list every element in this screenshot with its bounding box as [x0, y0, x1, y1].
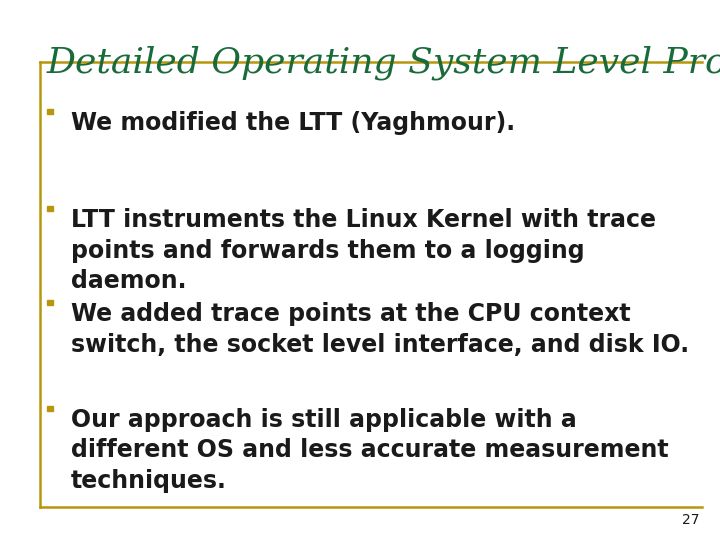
FancyBboxPatch shape	[47, 109, 53, 113]
Text: We modified the LTT (Yaghmour).: We modified the LTT (Yaghmour).	[71, 111, 515, 134]
FancyBboxPatch shape	[47, 206, 53, 211]
Text: Our approach is still applicable with a
different OS and less accurate measureme: Our approach is still applicable with a …	[71, 408, 668, 493]
FancyBboxPatch shape	[47, 406, 53, 410]
Text: Detailed Operating System Level Profiles: Detailed Operating System Level Profiles	[47, 46, 720, 80]
Text: 27: 27	[683, 512, 700, 526]
Text: We added trace points at the CPU context
switch, the socket level interface, and: We added trace points at the CPU context…	[71, 302, 689, 357]
Text: LTT instruments the Linux Kernel with trace
points and forwards them to a loggin: LTT instruments the Linux Kernel with tr…	[71, 208, 655, 293]
FancyBboxPatch shape	[47, 300, 53, 305]
